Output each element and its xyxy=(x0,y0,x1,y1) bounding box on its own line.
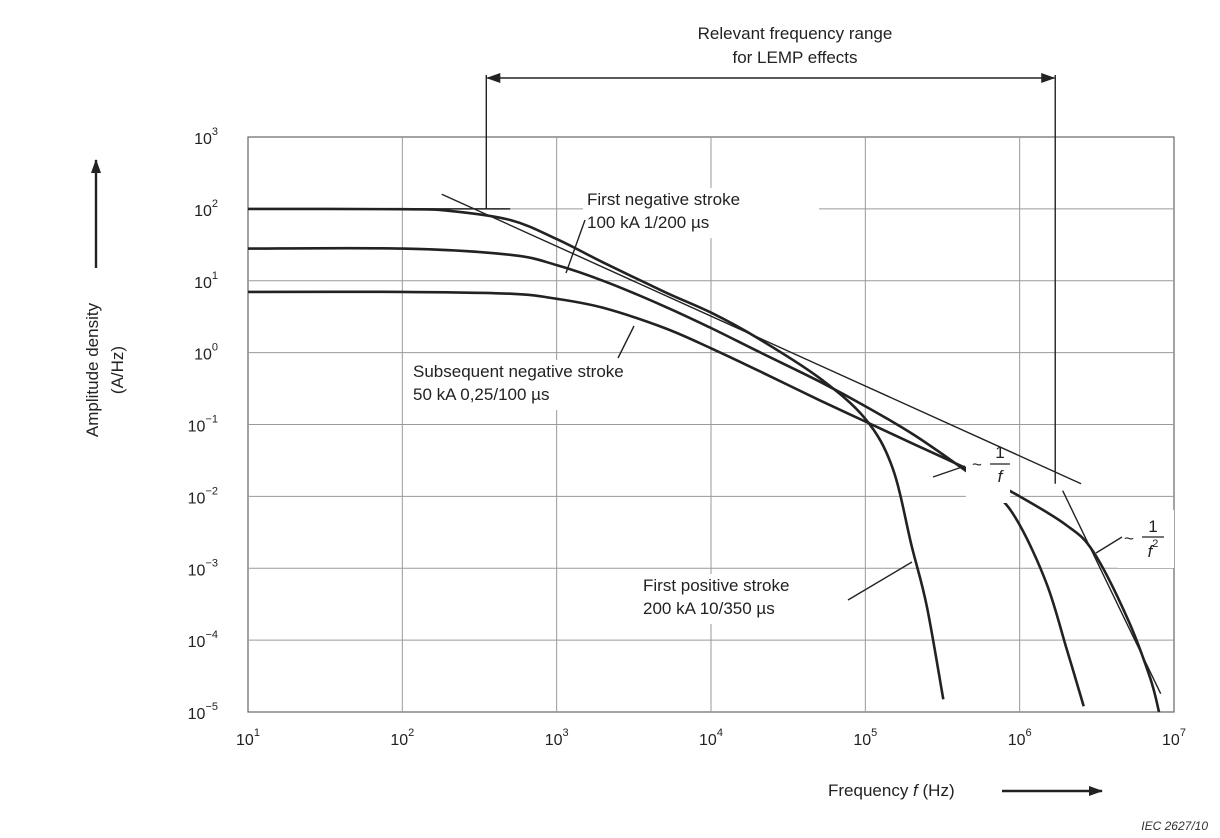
y-axis-label-line2: (A/Hz) xyxy=(108,346,127,394)
x-axis-label: Frequency f (Hz) xyxy=(828,781,1103,800)
slope1-den: f xyxy=(998,467,1005,486)
slope2-leader xyxy=(1095,536,1123,554)
x-tick-base: 10 xyxy=(390,732,408,749)
x-tick-exp: 4 xyxy=(717,727,723,739)
slope-bg xyxy=(966,455,1010,503)
y-tick-base: 10 xyxy=(194,275,212,292)
annotation-first-negative: First negative stroke 100 kA 1/200 µs xyxy=(565,188,819,274)
x-axis-label-text: Frequency f (Hz) xyxy=(828,781,955,800)
x-tick-label: 103 xyxy=(545,727,569,749)
slope1-leader xyxy=(932,465,966,478)
y-tick-exp: −5 xyxy=(205,701,218,713)
y-tick-base: 10 xyxy=(194,131,212,148)
x-tick-base: 10 xyxy=(699,732,717,749)
y-axis-label: Amplitude density (A/Hz) xyxy=(83,159,127,437)
slope2-tilde: ~ xyxy=(1124,529,1134,548)
x-tick-exp: 2 xyxy=(408,727,414,739)
range-label-line2: for LEMP effects xyxy=(732,48,857,67)
helper-lines xyxy=(248,193,1162,694)
annotation-first-positive-line1: First positive stroke xyxy=(643,576,789,595)
y-tick-label: 10−1 xyxy=(188,414,218,436)
x-tick-base: 10 xyxy=(236,732,254,749)
slope-label-1-over-f: ~ 1 f xyxy=(932,443,1010,503)
y-tick-exp: −1 xyxy=(205,414,218,426)
series-line-3 xyxy=(247,290,1161,713)
y-tick-exp: 3 xyxy=(212,126,218,138)
y-tick-base: 10 xyxy=(188,706,206,723)
slope2-den-var: f xyxy=(1148,542,1155,561)
slope1-num: 1 xyxy=(995,443,1004,462)
annotation-subsequent-negative: Subsequent negative stroke 50 kA 0,25/10… xyxy=(405,325,707,410)
y-tick-label: 10−4 xyxy=(188,629,218,651)
x-tick-exp: 7 xyxy=(1180,727,1186,739)
x-tick-exp: 3 xyxy=(563,727,569,739)
slope-label-1-over-f2: ~ 1 f2 xyxy=(1095,510,1174,568)
x-axis-label-unit: (Hz) xyxy=(918,781,955,800)
y-tick-label: 10−2 xyxy=(188,485,218,507)
y-axis-label-line1: Amplitude density xyxy=(83,302,102,437)
y-tick-base: 10 xyxy=(188,562,206,579)
x-tick-label: 106 xyxy=(1008,727,1032,749)
x-tick-base: 10 xyxy=(1162,732,1180,749)
series-line-1 xyxy=(247,207,945,700)
annotation-first-positive-line2: 200 kA 10/350 µs xyxy=(643,599,775,618)
y-tick-exp: 0 xyxy=(212,342,218,354)
x-tick-label: 104 xyxy=(699,727,723,749)
x-tick-label: 105 xyxy=(853,727,877,749)
y-tick-exp: 1 xyxy=(212,270,218,282)
x-tick-base: 10 xyxy=(1008,732,1026,749)
annotation-bg xyxy=(405,360,707,410)
slope2-den: f2 xyxy=(1148,538,1159,561)
y-tick-base: 10 xyxy=(188,419,206,436)
x-tick-label: 101 xyxy=(236,727,260,749)
x-tick-exp: 1 xyxy=(254,727,260,739)
leader-first-negative xyxy=(565,219,586,274)
figure-reference: IEC 2627/10 xyxy=(1141,819,1208,833)
annotation-bg xyxy=(640,574,840,624)
series-group xyxy=(247,207,1161,713)
x-tick-base: 10 xyxy=(853,732,871,749)
y-tick-label: 10−5 xyxy=(188,701,218,723)
y-tick-label: 101 xyxy=(194,270,218,292)
y-tick-base: 10 xyxy=(188,634,206,651)
annotation-subsequent-negative-line2: 50 kA 0,25/100 µs xyxy=(413,385,549,404)
x-tick-base: 10 xyxy=(545,732,563,749)
y-tick-base: 10 xyxy=(188,490,206,507)
y-tick-label: 100 xyxy=(194,342,218,364)
y-tick-exp: −3 xyxy=(205,557,218,569)
slope2-num: 1 xyxy=(1148,517,1157,536)
y-tick-base: 10 xyxy=(194,347,212,364)
y-tick-label: 103 xyxy=(194,126,218,148)
slope1-tilde: ~ xyxy=(972,455,982,474)
slope2-den-exp: 2 xyxy=(1152,538,1158,550)
slope-bg xyxy=(1118,510,1174,568)
x-tick-label: 102 xyxy=(390,727,414,749)
series-line-2 xyxy=(247,246,1085,707)
x-tick-exp: 6 xyxy=(1026,727,1032,739)
x-tick-exp: 5 xyxy=(871,727,877,739)
leader-subsequent-negative xyxy=(617,325,635,359)
y-tick-exp: −4 xyxy=(205,629,218,641)
y-tick-label: 10−3 xyxy=(188,557,218,579)
y-tick-base: 10 xyxy=(194,203,212,220)
annotation-bg xyxy=(583,188,819,238)
annotation-first-negative-line2: 100 kA 1/200 µs xyxy=(587,213,709,232)
x-tick-label: 107 xyxy=(1162,727,1186,749)
annotation-first-positive: First positive stroke 200 kA 10/350 µs xyxy=(640,561,913,624)
x-axis-label-prefix: Frequency xyxy=(828,781,913,800)
x-axis-ticks: 101 102 103 104 105 106 107 xyxy=(236,727,1186,749)
y-tick-exp: 2 xyxy=(212,198,218,210)
y-tick-exp: −2 xyxy=(205,485,218,497)
y-tick-label: 102 xyxy=(194,198,218,220)
frequency-range-marker: Relevant frequency range for LEMP effect… xyxy=(485,24,1056,484)
leader-first-positive xyxy=(847,561,913,601)
annotation-subsequent-negative-line1: Subsequent negative stroke xyxy=(413,362,624,381)
annotation-first-negative-line1: First negative stroke xyxy=(587,190,740,209)
x-axis-label-var: f xyxy=(913,781,920,800)
asymptote-1-over-f2 xyxy=(1062,490,1162,694)
range-label-line1: Relevant frequency range xyxy=(698,24,893,43)
asymptote-1-over-f xyxy=(441,193,1082,485)
